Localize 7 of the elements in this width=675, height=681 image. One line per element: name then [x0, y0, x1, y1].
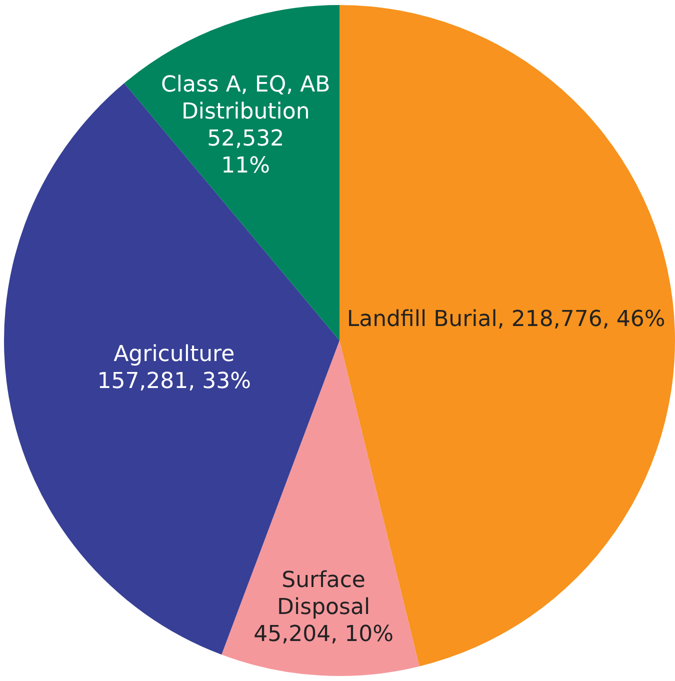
data-label: 45,204, 10% — [254, 622, 394, 648]
slice-label: Agriculture — [114, 342, 235, 367]
slice-label: Class A, EQ, AB Distribution — [160, 72, 330, 124]
data-label: 157,281, 33% — [97, 368, 252, 394]
data-label: 52,532 11% — [207, 126, 284, 178]
slice-label: Surface Disposal — [277, 568, 370, 620]
slice-label: Landfill Burial, 218,776, 46% — [346, 307, 666, 332]
